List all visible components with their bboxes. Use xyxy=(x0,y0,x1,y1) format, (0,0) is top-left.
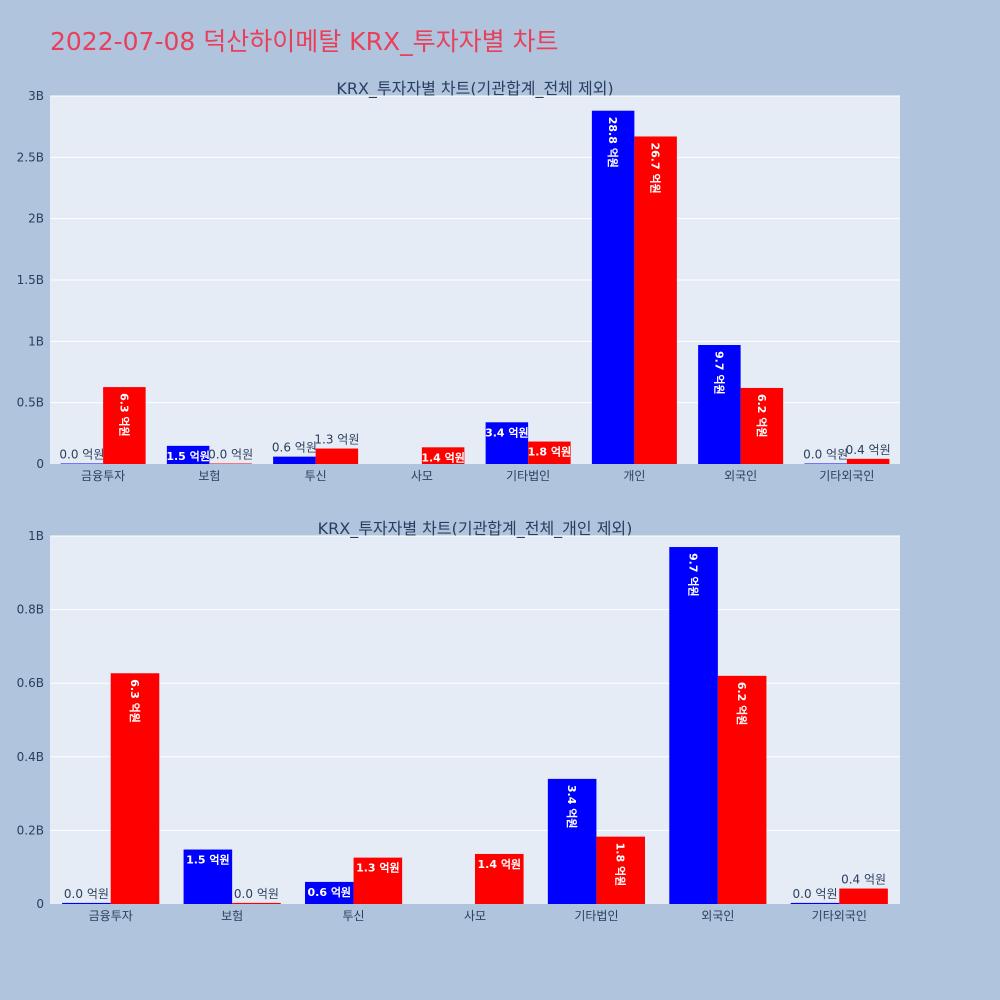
bar xyxy=(528,441,571,464)
bar xyxy=(421,447,465,464)
bar xyxy=(717,675,767,904)
data-label: 6.3 억원 xyxy=(128,679,142,723)
data-label: 1.3 억원 xyxy=(314,433,359,447)
data-label: 0.0 억원 xyxy=(59,448,104,462)
data-label: 0.0 억원 xyxy=(803,448,848,462)
y-tick-label: 0.6B xyxy=(17,676,44,690)
data-label: 28.8 억원 xyxy=(606,117,620,168)
x-tick-label: 기타법인 xyxy=(574,909,618,923)
y-tick-label: 0.8B xyxy=(17,603,44,617)
bar xyxy=(634,136,677,464)
chart-institutions-excluded: KRX_투자자별 차트(기관합계_전체 제외) 0 0.5B 1B 1.5B 2B 2.5B… xyxy=(17,79,900,483)
y-tick-label: 0 xyxy=(36,457,44,471)
bar xyxy=(183,849,233,904)
bar xyxy=(103,387,146,464)
bar xyxy=(790,902,840,904)
y-tick-label: 2.5B xyxy=(17,150,44,164)
bar xyxy=(166,445,210,464)
bar xyxy=(698,345,741,464)
data-label: 0.6 억원 xyxy=(308,885,352,899)
x-tick-label: 금융투자 xyxy=(89,909,133,923)
bar xyxy=(353,857,403,904)
bar xyxy=(740,387,784,464)
x-tick-label: 사모 xyxy=(411,469,433,483)
data-label: 1.5 억원 xyxy=(186,853,230,867)
page-title: 2022-07-08 덕산하이메탈 KRX_투자자별 차트 xyxy=(50,27,559,56)
data-label: 1.8 억원 xyxy=(528,445,572,459)
data-label: 0.4 억원 xyxy=(846,443,891,457)
chart-title: KRX_투자자별 차트(기관합계_전체_개인 제외) xyxy=(318,519,633,539)
bar xyxy=(315,448,359,464)
data-label: 0.0 억원 xyxy=(208,448,253,462)
data-label: 0.6 억원 xyxy=(272,441,317,455)
data-label: 0.0 억원 xyxy=(793,887,838,901)
y-tick-label: 1B xyxy=(28,334,44,348)
bar xyxy=(591,110,635,464)
plot-area xyxy=(50,536,900,904)
x-tick-label: 투신 xyxy=(305,469,327,483)
x-tick-label: 외국인 xyxy=(724,469,757,483)
data-label: 1.4 억원 xyxy=(478,857,522,871)
y-tick-label: 3B xyxy=(28,89,44,103)
x-tick-label: 금융투자 xyxy=(81,469,125,483)
data-label: 26.7 억원 xyxy=(649,142,663,193)
chart-title: KRX_투자자별 차트(기관합계_전체 제외) xyxy=(336,79,613,99)
x-tick-label: 외국인 xyxy=(701,909,734,923)
bar xyxy=(804,463,847,464)
data-label: 1.5 억원 xyxy=(166,449,210,463)
data-label: 1.4 억원 xyxy=(421,450,465,464)
bar xyxy=(669,547,718,904)
data-label: 3.4 억원 xyxy=(485,425,529,439)
data-label: 6.2 억원 xyxy=(755,394,769,438)
y-tick-label: 0.5B xyxy=(17,396,44,410)
x-tick-label: 기타법인 xyxy=(506,469,550,483)
bar xyxy=(60,463,104,464)
bar xyxy=(209,463,252,464)
data-label: 6.2 억원 xyxy=(735,682,749,726)
y-tick-label: 1B xyxy=(28,529,44,543)
x-tick-label: 사모 xyxy=(464,909,486,923)
y-tick-label: 1.5B xyxy=(17,273,44,287)
bar xyxy=(846,458,890,464)
x-tick-label: 기타외국인 xyxy=(812,909,867,923)
bar xyxy=(305,881,354,904)
x-tick-label: 보험 xyxy=(198,469,220,483)
bar xyxy=(475,853,524,904)
data-label: 9.7 억원 xyxy=(712,351,726,395)
x-tick-label: 투신 xyxy=(343,909,365,923)
data-label: 1.3 억원 xyxy=(356,861,400,875)
y-tick-label: 0 xyxy=(36,897,44,911)
data-label: 9.7 억원 xyxy=(687,553,701,597)
x-tick-label: 개인 xyxy=(623,469,645,483)
bar xyxy=(62,902,111,904)
bar xyxy=(110,673,160,904)
data-label: 3.4 억원 xyxy=(565,785,579,829)
bar xyxy=(273,456,316,464)
y-tick-label: 0.4B xyxy=(17,750,44,764)
y-tick-label: 2B xyxy=(28,212,44,226)
data-label: 0.4 억원 xyxy=(841,873,886,887)
bar xyxy=(596,836,645,904)
bar xyxy=(485,422,529,464)
x-tick-label: 기타외국인 xyxy=(819,469,874,483)
data-label: 0.0 억원 xyxy=(64,887,109,901)
bar xyxy=(547,778,597,904)
bar xyxy=(232,902,281,904)
x-tick-label: 보험 xyxy=(221,909,243,923)
bar xyxy=(839,888,888,904)
data-label: 1.8 억원 xyxy=(614,843,628,887)
chart-institutions-individuals-excluded: KRX_투자자별 차트(기관합계_전체_개인 제외) 0 0.2B 0.4B 0.6B 0… xyxy=(17,519,900,923)
data-label: 6.3 억원 xyxy=(117,393,131,437)
y-tick-label: 0.2B xyxy=(17,823,44,837)
data-label: 0.0 억원 xyxy=(234,887,279,901)
